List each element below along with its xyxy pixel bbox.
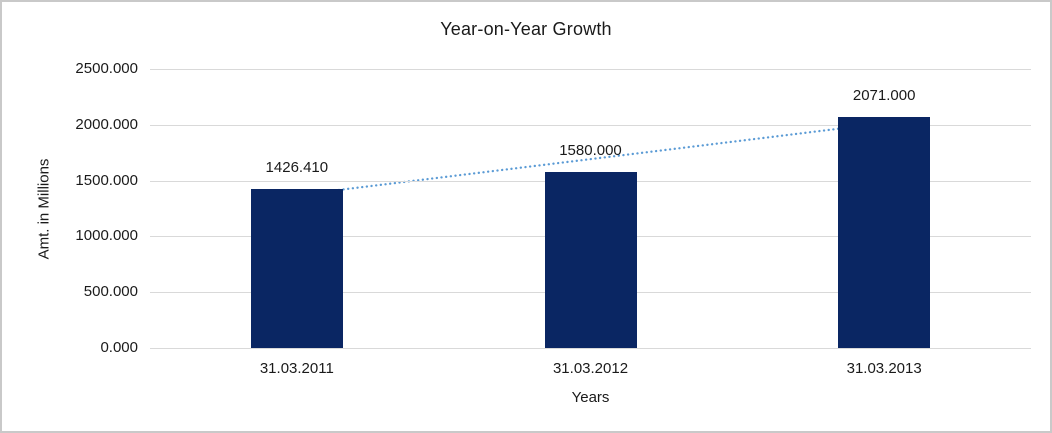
x-tick-label: 31.03.2011 xyxy=(259,360,334,377)
bar xyxy=(544,171,637,348)
gridline xyxy=(150,69,1031,70)
x-tick-label: 31.03.2013 xyxy=(846,360,922,377)
y-tick-label: 500.000 xyxy=(83,283,138,301)
x-tick-label: 31.03.2012 xyxy=(552,360,629,377)
bar xyxy=(838,116,931,348)
y-tick-label: 2000.000 xyxy=(75,115,138,133)
chart-title: Year-on-Year Growth xyxy=(440,19,612,39)
gridline xyxy=(150,124,1031,126)
bar xyxy=(250,188,343,348)
bar-value-label: 2071.000 xyxy=(852,86,916,104)
gridline xyxy=(150,348,1031,349)
y-tick-label: 2500.000 xyxy=(75,60,138,77)
y-tick-label: 0.000 xyxy=(100,339,138,356)
y-axis-tick-labels: 0.000 500.000 1000.000 1500.000 2000.000 2500… xyxy=(2,2,138,431)
y-tick-label: 1000.000 xyxy=(75,227,138,245)
bar-value-label: 1426.410 xyxy=(265,158,329,176)
x-axis-title: Years xyxy=(571,389,610,406)
bar-value-label: 1580.000 xyxy=(559,141,622,159)
y-tick-label: 1500.000 xyxy=(75,171,138,189)
plot-area: 1426.410 31.03.2011 1580.000 31.03.2012 2071… xyxy=(150,69,1031,377)
